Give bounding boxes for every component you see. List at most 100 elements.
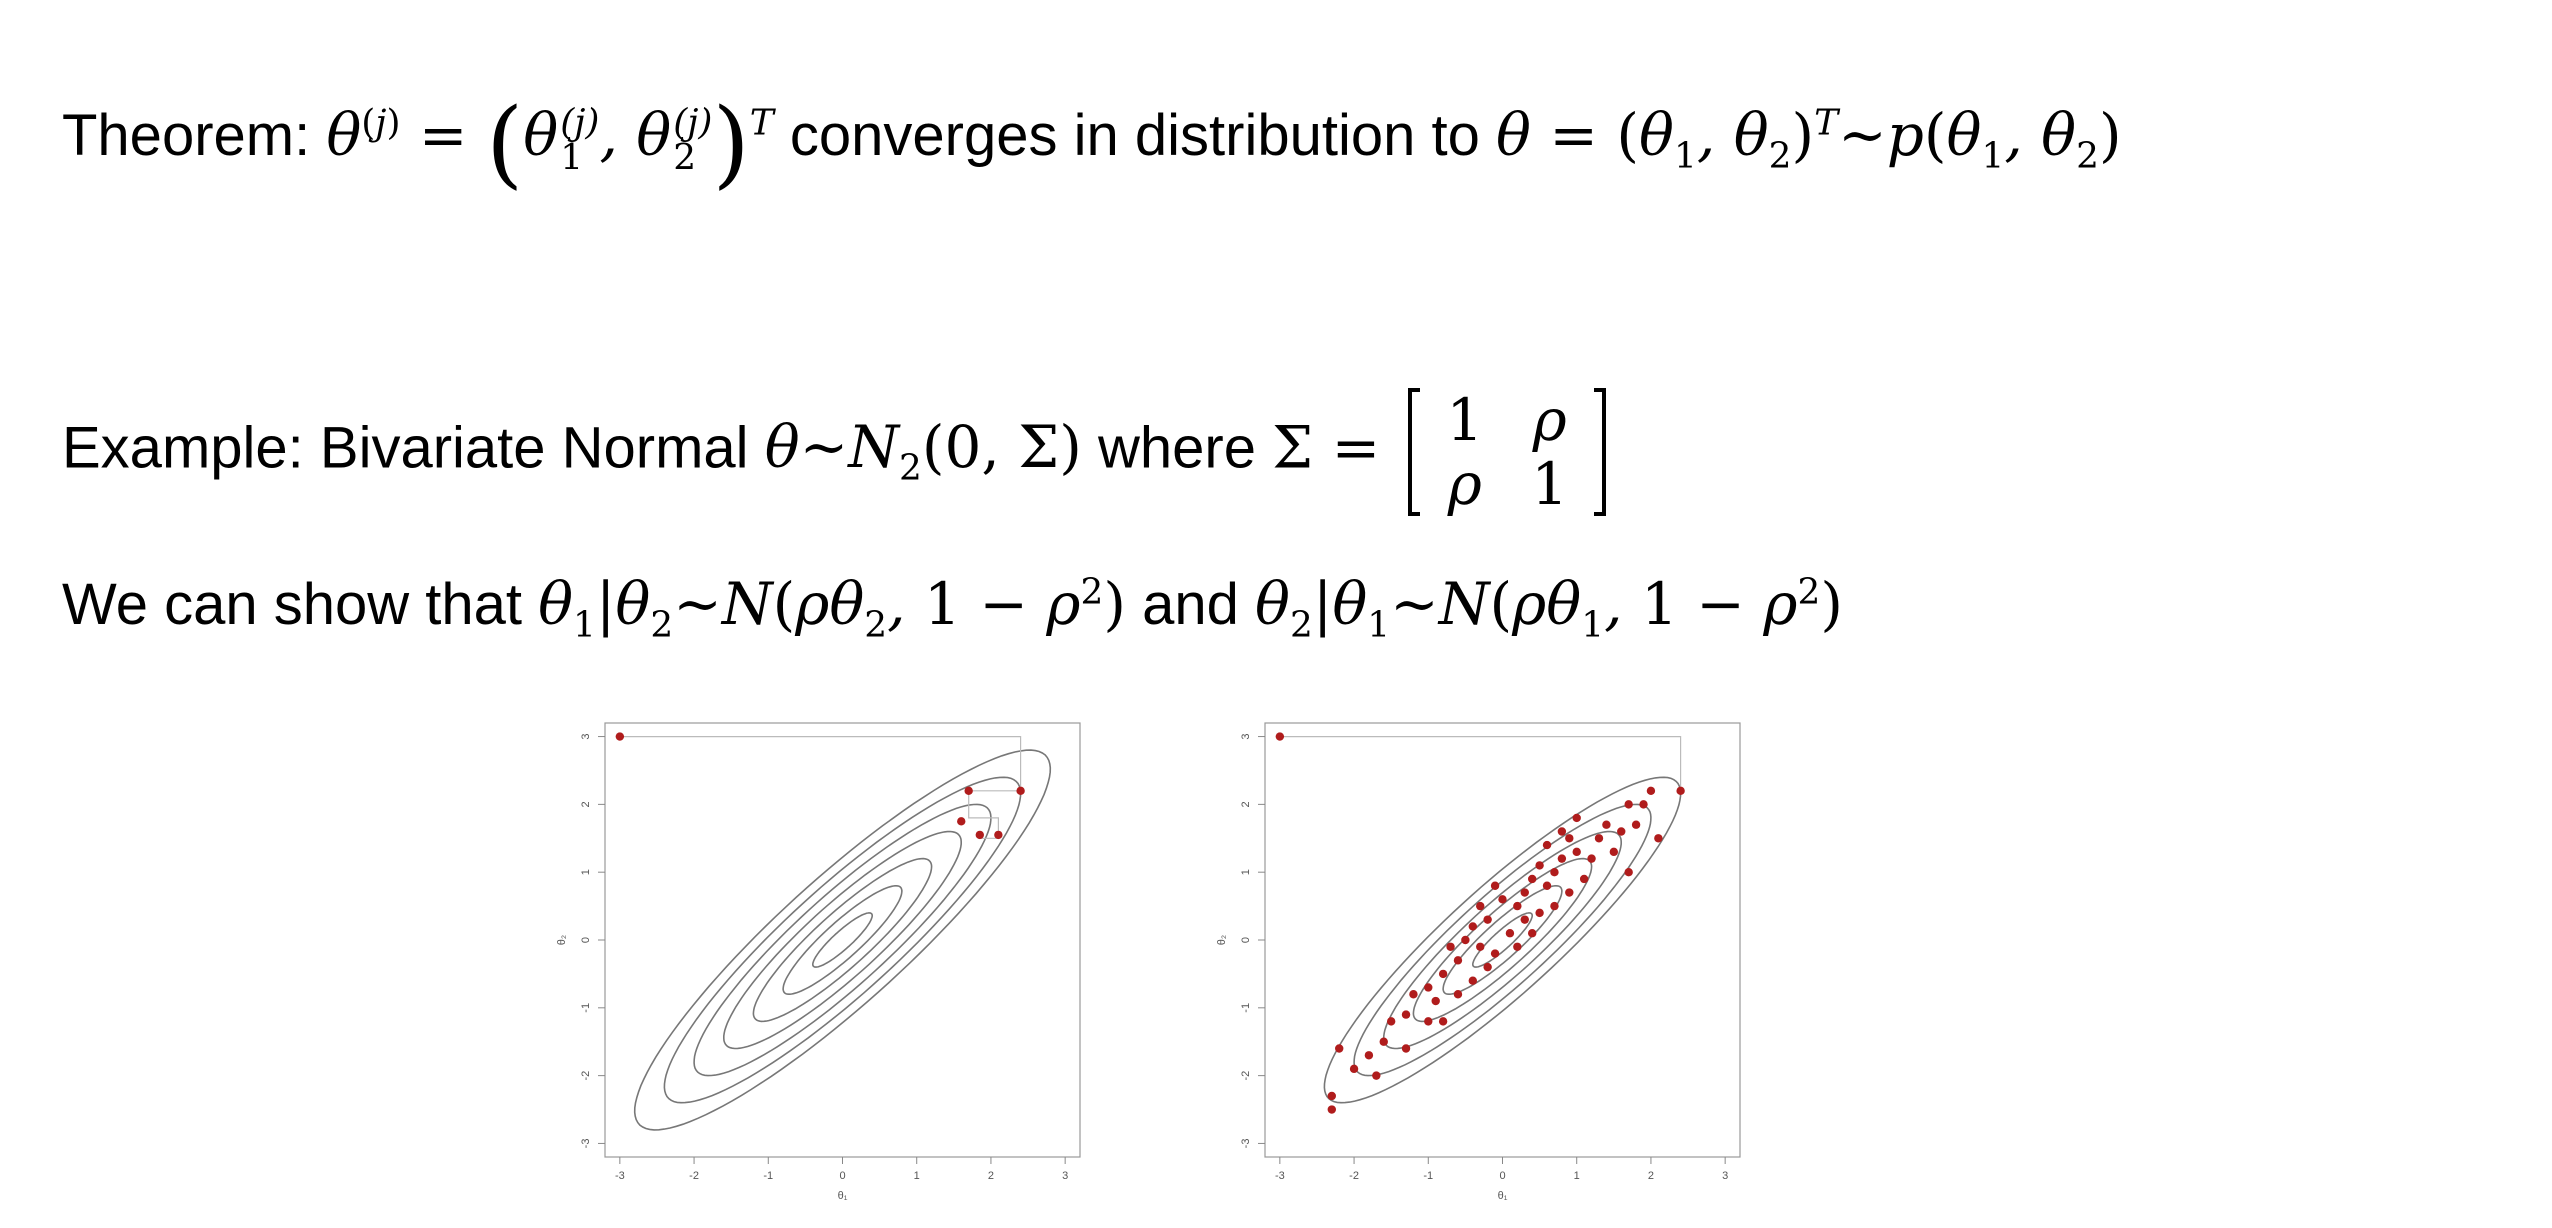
x-tick-label: -2 bbox=[689, 1170, 699, 1182]
show-and: and bbox=[1142, 572, 1239, 637]
x-tick-label: 3 bbox=[1722, 1170, 1728, 1182]
sample-point bbox=[1424, 1017, 1433, 1026]
x-tick-label: -2 bbox=[1349, 1170, 1359, 1182]
x-tick-label: 2 bbox=[988, 1170, 994, 1182]
matrix-cell: ρ bbox=[1532, 386, 1567, 454]
sample-point bbox=[1401, 1044, 1411, 1053]
sample-point bbox=[1654, 834, 1663, 843]
theorem-mid-text: converges in distribution to bbox=[789, 102, 1480, 168]
sample-point bbox=[1617, 827, 1626, 836]
show-label: We can show that bbox=[62, 572, 522, 637]
conditional-formula-2: θ2|θ1~N(ρθ1, 1 − ρ2) bbox=[1255, 570, 1843, 646]
contour-line bbox=[723, 830, 962, 1050]
sample-point bbox=[1572, 847, 1581, 857]
x-tick-label: 2 bbox=[1648, 1170, 1654, 1182]
sample-point bbox=[1431, 996, 1440, 1006]
sample-point bbox=[1327, 1105, 1336, 1114]
contour-line bbox=[693, 803, 992, 1077]
example-formula: θ~N2(0, Σ) bbox=[764, 413, 1082, 489]
plot-frame bbox=[604, 722, 1081, 1158]
conditional-line: We can show that θ1|θ2~N(ρθ2, 1 − ρ2) an… bbox=[62, 572, 1843, 643]
sample-point bbox=[1646, 786, 1656, 796]
sample-point bbox=[1461, 935, 1470, 945]
sample-point bbox=[1476, 942, 1485, 951]
sample-point bbox=[1446, 942, 1455, 951]
sample-point bbox=[1379, 1037, 1388, 1046]
sample-point bbox=[1572, 813, 1581, 823]
sample-point bbox=[1676, 786, 1685, 796]
contour-line bbox=[752, 857, 933, 1023]
sample-point bbox=[957, 817, 966, 826]
sample-point bbox=[1335, 1044, 1344, 1053]
x-axis-label: θ₁ bbox=[1498, 1190, 1508, 1202]
sample-point bbox=[1364, 1051, 1374, 1060]
y-tick-label: 1 bbox=[580, 869, 592, 875]
sample-point bbox=[1550, 867, 1559, 877]
sample-point bbox=[1468, 976, 1478, 985]
x-tick-label: 3 bbox=[1062, 1170, 1068, 1182]
sample-point bbox=[1476, 901, 1485, 911]
matrix-cell: 1 bbox=[1531, 450, 1569, 518]
x-tick-label: 1 bbox=[914, 1170, 920, 1182]
sampler-path bbox=[1279, 736, 1682, 791]
y-tick-label: 2 bbox=[580, 801, 592, 807]
sample-point bbox=[1639, 800, 1648, 809]
sample-point bbox=[1542, 881, 1552, 890]
sample-point bbox=[1520, 888, 1529, 897]
example-line: Example: Bivariate Normal θ~N2(0, Σ) whe… bbox=[62, 386, 1607, 518]
plot-canvas: -3 -2 -1 0 1 2 3 -3 -2 -1 0 1 2 3 θ₁ θ₂ bbox=[556, 722, 1081, 1202]
theorem-line: Theorem: θ(j) = (θ (j) 1, θ (j) 2)T converge… bbox=[62, 87, 2122, 199]
sample-point bbox=[1453, 990, 1463, 999]
sample-point bbox=[1513, 901, 1522, 911]
x-tick-label: -3 bbox=[615, 1170, 625, 1182]
y-tick-label: -2 bbox=[580, 1071, 592, 1081]
sample-point bbox=[1520, 915, 1529, 924]
sample-point bbox=[1483, 915, 1492, 924]
gibbs-plot-many-samples: -3 -2 -1 0 1 2 3 -3 -2 -1 0 1 2 3 θ₁ θ₂ bbox=[1195, 705, 1755, 1210]
contour-line bbox=[812, 912, 873, 968]
contour-line bbox=[1412, 857, 1593, 1023]
sample-point bbox=[1535, 861, 1544, 870]
y-tick-label: -2 bbox=[1240, 1071, 1252, 1081]
sample-point bbox=[1483, 962, 1492, 972]
y-tick-label: -3 bbox=[1240, 1139, 1252, 1149]
sample-point bbox=[1527, 929, 1537, 938]
sigma-def: Σ = bbox=[1272, 413, 1381, 482]
matrix-cell: 1 bbox=[1446, 386, 1484, 454]
theorem-label: Theorem: bbox=[62, 102, 311, 168]
sample-point bbox=[1505, 929, 1515, 938]
sample-point bbox=[1535, 908, 1544, 918]
sample-point bbox=[1372, 1071, 1381, 1080]
x-tick-label: 0 bbox=[839, 1170, 845, 1182]
sample-point bbox=[1527, 874, 1537, 884]
contour-line bbox=[1472, 912, 1533, 968]
sample-point bbox=[1490, 881, 1500, 890]
theorem-formula-left: θ(j) = (θ (j) 1, θ (j) 2)T bbox=[326, 87, 774, 199]
y-axis-label: θ₂ bbox=[556, 935, 568, 945]
sample-point bbox=[1624, 800, 1633, 809]
sample-point bbox=[1349, 1064, 1359, 1074]
sample-point bbox=[1609, 847, 1619, 857]
y-tick-label: -1 bbox=[580, 1003, 592, 1013]
sample-point bbox=[615, 732, 625, 741]
conditional-formula-1: θ1|θ2~N(ρθ2, 1 − ρ2) bbox=[538, 570, 1126, 646]
y-axis-label: θ₂ bbox=[1216, 935, 1228, 945]
sample-point bbox=[1565, 888, 1574, 897]
example-where: where bbox=[1098, 415, 1257, 481]
contour-line bbox=[782, 885, 903, 995]
sample-point bbox=[1016, 786, 1025, 796]
x-tick-label: -1 bbox=[763, 1170, 773, 1182]
sample-point bbox=[1386, 1017, 1396, 1026]
y-tick-label: 0 bbox=[580, 937, 592, 943]
x-axis-label: θ₁ bbox=[838, 1190, 848, 1202]
sample-point bbox=[1587, 854, 1596, 863]
sample-point bbox=[1513, 942, 1522, 951]
sample-point bbox=[994, 830, 1003, 840]
y-tick-label: 3 bbox=[580, 734, 592, 740]
x-tick-label: 0 bbox=[1499, 1170, 1505, 1182]
sample-point bbox=[1327, 1091, 1336, 1101]
sample-point bbox=[1424, 983, 1433, 992]
gibbs-plot-few-samples: -3 -2 -1 0 1 2 3 -3 -2 -1 0 1 2 3 θ₁ θ₂ bbox=[535, 705, 1095, 1210]
plot-canvas: -3 -2 -1 0 1 2 3 -3 -2 -1 0 1 2 3 θ₁ θ₂ bbox=[1216, 722, 1741, 1202]
